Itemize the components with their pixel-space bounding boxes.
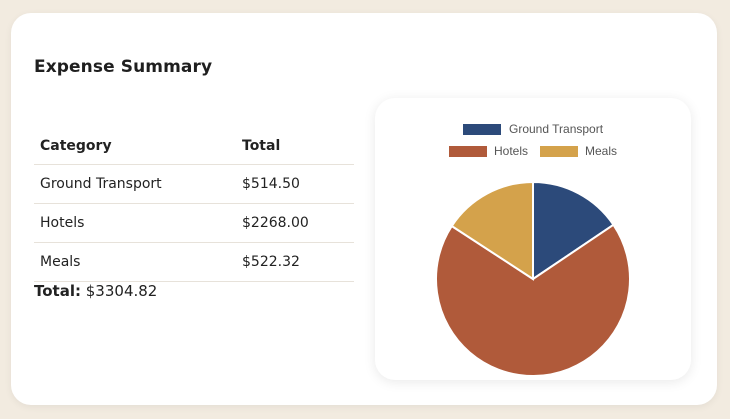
- legend-swatch-ground-transport[interactable]: [463, 124, 501, 135]
- legend-label-meals[interactable]: Meals: [585, 144, 617, 158]
- grand-total-label: Total:: [34, 282, 81, 300]
- total-cell: $2268.00: [236, 203, 354, 243]
- pie-slice-meals[interactable]: [450, 180, 534, 281]
- chart-legend: Ground Transport Hotels Meals: [449, 122, 617, 158]
- legend-swatch-hotels[interactable]: [449, 146, 487, 157]
- total-cell: $522.32: [236, 242, 354, 282]
- pie-slice-hotels[interactable]: [435, 223, 631, 377]
- expense-table: Category Total Ground Transport $514.50 …: [34, 127, 354, 282]
- table-row: Ground Transport $514.50: [34, 164, 354, 204]
- chart-card: Ground Transport Hotels Meals: [375, 98, 691, 380]
- header-total: Total: [236, 127, 354, 165]
- expense-summary-card: Expense Summary Category Total Ground Tr…: [11, 13, 717, 405]
- legend-label-hotels[interactable]: Hotels: [494, 144, 528, 158]
- grand-total-value: $3304.82: [85, 282, 158, 300]
- category-cell: Ground Transport: [34, 164, 236, 204]
- table-row: Meals $522.32: [34, 242, 354, 282]
- page-title: Expense Summary: [34, 57, 213, 77]
- total-cell: $514.50: [236, 164, 354, 204]
- category-cell: Meals: [34, 242, 236, 282]
- pie-slice-ground-transport[interactable]: [532, 180, 615, 281]
- category-cell: Hotels: [34, 203, 236, 243]
- pie-chart: Ground Transport Hotels Meals: [435, 122, 631, 377]
- grand-total: Total: $3304.82: [34, 282, 157, 300]
- table-header-row: Category Total: [34, 127, 354, 165]
- legend-label-ground-transport[interactable]: Ground Transport: [509, 122, 604, 136]
- legend-swatch-meals[interactable]: [540, 146, 578, 157]
- header-category: Category: [34, 127, 236, 165]
- table-row: Hotels $2268.00: [34, 203, 354, 243]
- pie-slices: [435, 180, 631, 377]
